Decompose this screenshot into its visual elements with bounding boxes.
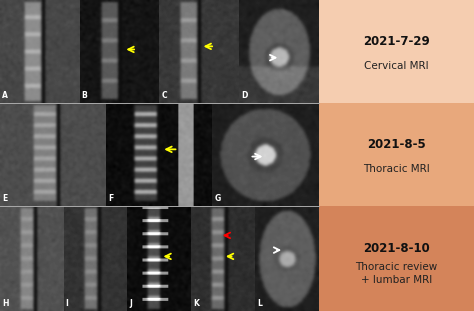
Text: K: K xyxy=(193,299,199,308)
Text: D: D xyxy=(241,91,247,100)
Text: 2021-8-10: 2021-8-10 xyxy=(363,242,429,254)
Bar xyxy=(319,103,474,206)
Text: C: C xyxy=(161,91,167,100)
Text: 2021-8-5: 2021-8-5 xyxy=(367,138,426,151)
Bar xyxy=(319,0,474,103)
Text: J: J xyxy=(129,299,132,308)
Text: A: A xyxy=(2,91,8,100)
Text: Thoracic MRI: Thoracic MRI xyxy=(363,164,429,174)
Text: Thoracic review
+ lumbar MRI: Thoracic review + lumbar MRI xyxy=(355,262,438,285)
Text: E: E xyxy=(2,194,7,203)
Text: Cervical MRI: Cervical MRI xyxy=(364,61,428,71)
Text: B: B xyxy=(82,91,87,100)
Text: F: F xyxy=(108,194,113,203)
Text: H: H xyxy=(2,299,9,308)
Bar xyxy=(319,206,474,311)
Text: L: L xyxy=(257,299,262,308)
Text: I: I xyxy=(66,299,69,308)
Text: G: G xyxy=(214,194,220,203)
Text: 2021-7-29: 2021-7-29 xyxy=(363,35,429,48)
